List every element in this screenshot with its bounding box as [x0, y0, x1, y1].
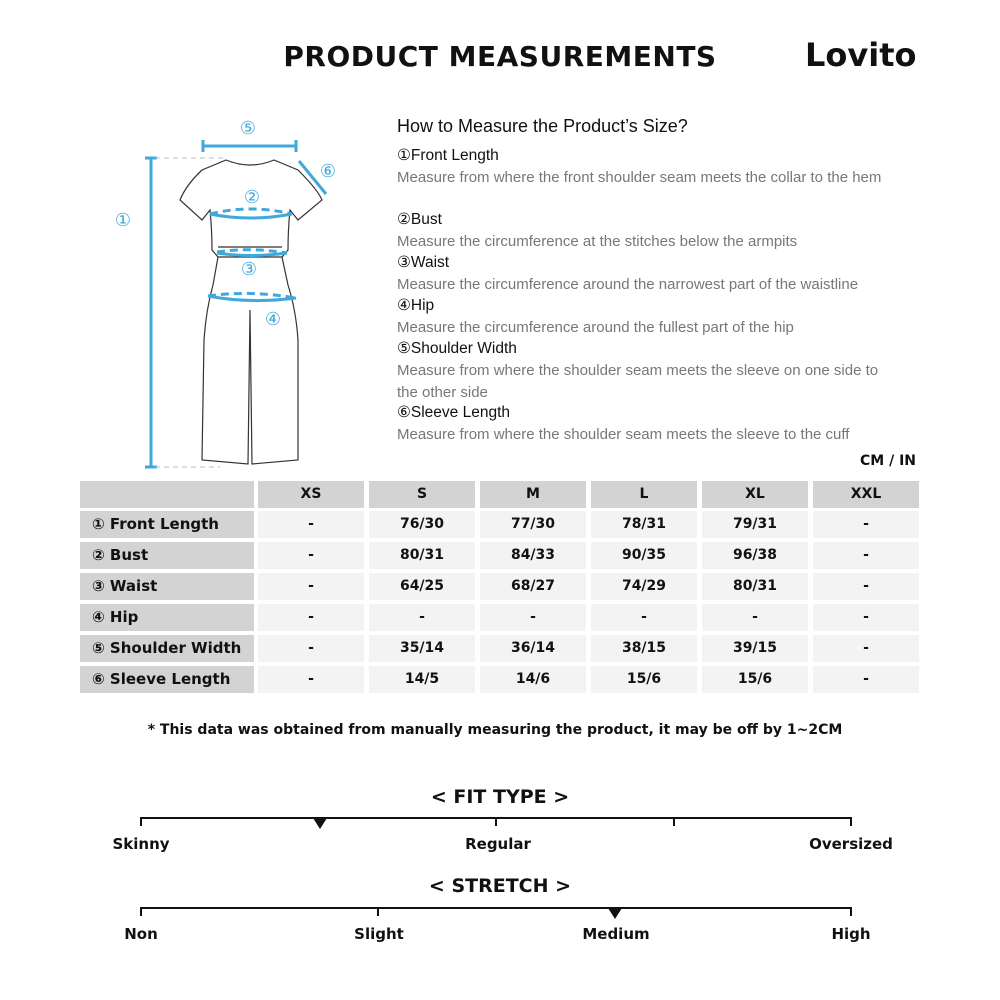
tick	[140, 907, 142, 916]
row-label: ③ Waist	[80, 573, 254, 600]
stretch-label-non: Non	[124, 925, 158, 943]
row-label: ⑤ Shoulder Width	[80, 635, 254, 662]
table-cell: -	[258, 542, 364, 569]
stretch-label-high: High	[831, 925, 871, 943]
bust-guide	[209, 212, 293, 220]
marker-4: ④	[265, 309, 281, 330]
row-label: ① Front Length	[80, 511, 254, 538]
column-header: XS	[258, 481, 364, 508]
step-hip: ④Hip Measure the circumference around the…	[397, 297, 794, 336]
step-shoulder-width: ⑤Shoulder Width Measure from where the sh…	[397, 340, 879, 401]
tick	[140, 817, 142, 826]
stretch-scale	[141, 907, 852, 909]
table-cell: 14/6	[480, 666, 586, 693]
table-cell: -	[369, 604, 475, 631]
garment-diagram: ① ② ③ ④ ⑤ ⑥	[115, 118, 336, 469]
table-cell: 74/29	[591, 573, 697, 600]
table-cell: 79/31	[702, 511, 808, 538]
jumpsuit-outline	[179, 159, 323, 465]
step-sleeve-length: ⑥Sleeve Length Measure from where the sho…	[397, 404, 850, 443]
table-cell: 15/6	[702, 666, 808, 693]
table-cell: -	[258, 511, 364, 538]
hip-guide	[207, 294, 297, 303]
step-waist: ③Waist Measure the circumference around t…	[397, 254, 859, 293]
table-cell: -	[813, 542, 919, 569]
page-title: PRODUCT MEASUREMENTS	[283, 40, 717, 73]
table-cell: -	[258, 604, 364, 631]
brand-logo: Lovito	[805, 36, 917, 74]
table-cell: 80/31	[369, 542, 475, 569]
fit-type-marker	[312, 818, 327, 829]
table-cell: 96/38	[702, 542, 808, 569]
column-header: XL	[702, 481, 808, 508]
sleeve-length-guide	[297, 160, 328, 195]
table-cell: 76/30	[369, 511, 475, 538]
column-header: S	[369, 481, 475, 508]
table-cell: -	[813, 573, 919, 600]
guide-title: How to Measure the Product’s Size?	[397, 116, 688, 136]
fit-type-title: < FIT TYPE >	[430, 786, 570, 808]
table-cell: 78/31	[591, 511, 697, 538]
table-cell: -	[591, 604, 697, 631]
stretch-title: < STRETCH >	[428, 875, 572, 897]
table-cell: -	[813, 666, 919, 693]
stretch-label-medium: Medium	[582, 925, 650, 943]
table-cell: -	[702, 604, 808, 631]
table-cell: 64/25	[369, 573, 475, 600]
table-cell: 35/14	[369, 635, 475, 662]
table-cell: -	[813, 635, 919, 662]
table-corner	[80, 481, 254, 508]
column-header: M	[480, 481, 586, 508]
table-cell: 84/33	[480, 542, 586, 569]
fit-label-skinny: Skinny	[112, 835, 170, 853]
step-bust: ②Bust Measure the circumference at the st…	[397, 211, 798, 250]
table-cell: 36/14	[480, 635, 586, 662]
tick	[673, 817, 675, 826]
table-cell: 38/15	[591, 635, 697, 662]
table-cell: 68/27	[480, 573, 586, 600]
row-label: ② Bust	[80, 542, 254, 569]
unit-label: CM / IN	[860, 453, 916, 469]
tick	[377, 907, 379, 916]
row-label: ④ Hip	[80, 604, 254, 631]
table-cell: 15/6	[591, 666, 697, 693]
table-cell: -	[258, 635, 364, 662]
stretch-label-slight: Slight	[354, 925, 404, 943]
table-cell: -	[480, 604, 586, 631]
marker-1: ①	[115, 210, 131, 231]
tick	[850, 817, 852, 826]
tick	[495, 817, 497, 826]
marker-2: ②	[244, 187, 260, 208]
waist-guide	[216, 251, 288, 257]
fit-label-regular: Regular	[465, 835, 531, 853]
table-cell: 90/35	[591, 542, 697, 569]
marker-6: ⑥	[320, 161, 336, 182]
column-header: XXL	[813, 481, 919, 508]
table-cell: -	[258, 573, 364, 600]
table-cell: 14/5	[369, 666, 475, 693]
tick	[850, 907, 852, 916]
marker-3: ③	[241, 259, 257, 280]
table-cell: 80/31	[702, 573, 808, 600]
table-cell: -	[258, 666, 364, 693]
stretch-marker	[608, 908, 623, 919]
table-cell: -	[813, 511, 919, 538]
marker-5: ⑤	[240, 118, 256, 139]
step-front-length: ①Front Length Measure from where the fron…	[397, 147, 882, 186]
fit-label-oversized: Oversized	[809, 835, 893, 853]
table-cell: 77/30	[480, 511, 586, 538]
measurement-note: * This data was obtained from manually m…	[147, 722, 843, 738]
table-cell: 39/15	[702, 635, 808, 662]
table-cell: -	[813, 604, 919, 631]
column-header: L	[591, 481, 697, 508]
row-label: ⑥ Sleeve Length	[80, 666, 254, 693]
